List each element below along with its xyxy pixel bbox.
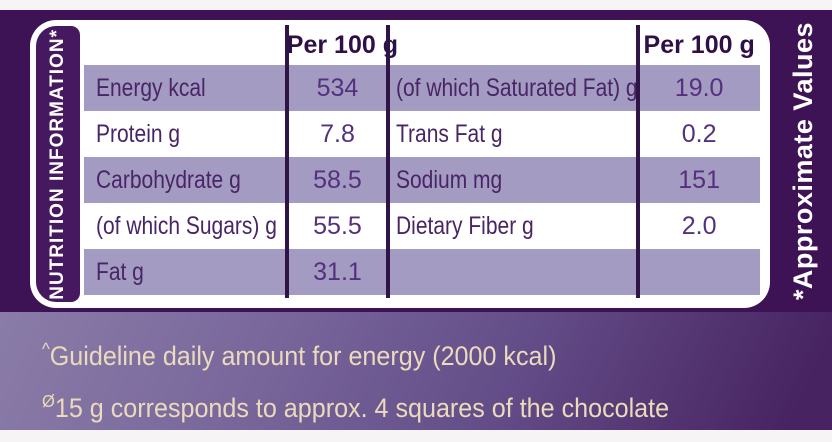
nutrient-cell xyxy=(388,258,638,287)
guideline-note-text: Guideline daily amount for energy (2000 … xyxy=(49,341,557,371)
nutrition-information-vertical-label: NUTRITION INFORMATION* xyxy=(47,28,68,300)
header-per-100g-left: Per 100 g xyxy=(286,30,398,59)
value-cell: 19.0 xyxy=(674,73,724,102)
value-cell: 55.5 xyxy=(313,211,362,240)
value-cell: 58.5 xyxy=(313,165,362,194)
table-row: Protein g 7.8 Trans Fat g 0.2 xyxy=(84,111,760,157)
column-divider-line xyxy=(636,25,641,298)
guideline-note-symbol: ^ xyxy=(42,339,50,359)
serving-note-text: 15 g corresponds to approx. 4 squares of… xyxy=(54,393,670,423)
column-divider-line xyxy=(386,25,391,298)
value-cell: 7.8 xyxy=(320,119,355,148)
nutrient-cell: Carbohydrate g xyxy=(96,165,241,194)
table-row: Energy kcal 534 (of which Saturated Fat)… xyxy=(84,65,760,111)
table-row: Fat g 31.1 xyxy=(84,249,760,295)
serving-note-symbol: Ø xyxy=(42,391,55,411)
header-per-100g-right: Per 100 g xyxy=(643,30,755,59)
nutrition-information-strip: NUTRITION INFORMATION* xyxy=(36,26,80,302)
nutrient-cell: Fat g xyxy=(96,257,144,286)
nutrient-cell: Protein g xyxy=(96,119,181,148)
nutrition-table: Per 100 g Per 100 g Energy kcal 534 (of … xyxy=(84,25,760,301)
column-divider-line xyxy=(284,25,289,298)
approximate-values-vertical-label: *Approximate Values xyxy=(787,21,818,301)
nutrient-cell: Trans Fat g xyxy=(396,119,503,148)
nutrient-cell: Energy kcal xyxy=(96,73,206,102)
value-cell: 31.1 xyxy=(313,257,362,286)
guideline-note: ^Guideline daily amount for energy (2000… xyxy=(42,327,777,379)
value-cell: 0.2 xyxy=(681,119,717,148)
value-cell: 534 xyxy=(316,73,359,102)
table-row: (of which Sugars) g 55.5 Dietary Fiber g… xyxy=(84,203,760,249)
table-row: Carbohydrate g 58.5 Sodium mg 151 xyxy=(84,157,760,203)
nutrition-table-card: NUTRITION INFORMATION* Per 100 g Per 100… xyxy=(30,20,770,308)
nutrient-cell: Sodium mg xyxy=(396,165,503,194)
nutrient-cell: (of which Sugars) g xyxy=(96,211,277,240)
footnotes-section: ^Guideline daily amount for energy (2000… xyxy=(0,312,832,430)
serving-note: Ø15 g corresponds to approx. 4 squares o… xyxy=(42,379,777,431)
approximate-values-strip: *Approximate Values xyxy=(774,12,832,310)
table-header-row: Per 100 g Per 100 g xyxy=(84,25,760,65)
value-cell: 2.0 xyxy=(681,211,717,240)
nutrient-cell: Dietary Fiber g xyxy=(396,211,534,240)
nutrient-cell: (of which Saturated Fat) g xyxy=(396,73,638,102)
value-cell: 151 xyxy=(678,165,720,194)
